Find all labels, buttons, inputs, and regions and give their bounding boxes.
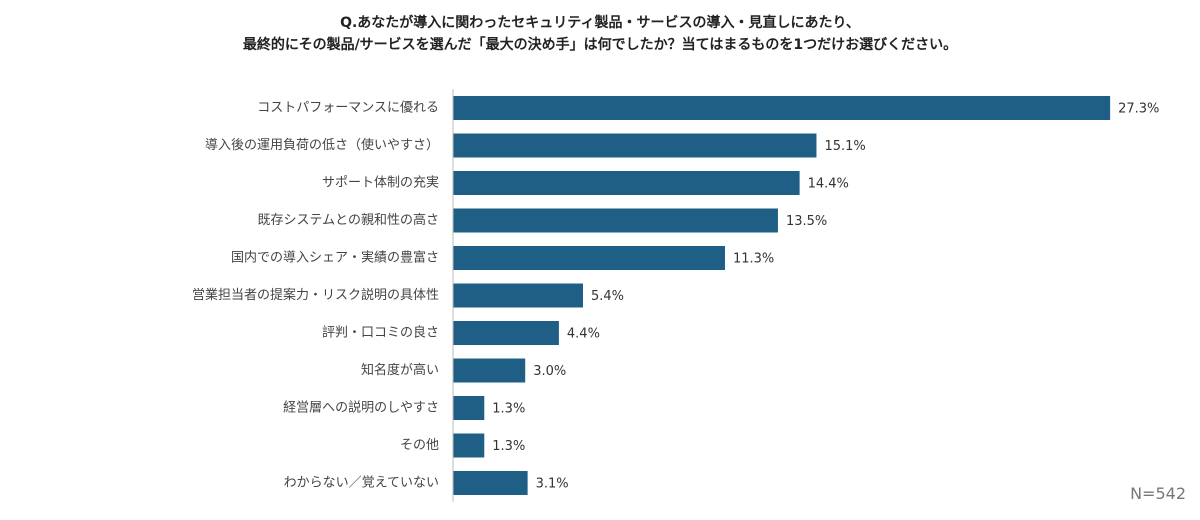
bar-7 — [453, 358, 526, 383]
bar-0 — [453, 96, 1111, 120]
chart-title-line-2: 最終的にその製品/サービスを選んだ「最大の決め手」は何でしたか？当てはまるものを… — [242, 37, 958, 53]
bar-1 — [453, 133, 817, 158]
bar-10 — [453, 471, 528, 495]
category-label-3: 既存システムとの親和性の高さ — [258, 212, 439, 228]
value-label-0: 27.3% — [1118, 102, 1159, 117]
value-label-1: 15.1% — [824, 139, 865, 154]
bar-3 — [453, 208, 778, 233]
value-label-7: 3.0% — [533, 364, 566, 379]
category-label-10: わからない／覚えていない — [284, 476, 439, 491]
bar-4 — [453, 246, 725, 270]
chart-title-line-1: Q.あなたが導入に関わったセキュリティ製品・サービスの導入・見直しにあたり、 — [340, 15, 860, 31]
category-label-6: 評判・口コミの良さ — [322, 325, 439, 341]
value-label-5: 5.4% — [591, 289, 624, 304]
bar-5 — [453, 283, 583, 308]
category-label-0: コストパフォーマンスに優れる — [257, 101, 439, 116]
bar-6 — [453, 321, 559, 345]
bar-8 — [453, 396, 485, 420]
value-label-8: 1.3% — [492, 402, 525, 417]
bar-2 — [453, 171, 800, 195]
category-label-1: 導入後の運用負荷の低さ（使いやすさ） — [205, 137, 439, 153]
value-label-10: 3.1% — [536, 477, 569, 492]
value-label-6: 4.4% — [567, 327, 600, 342]
value-label-2: 14.4% — [808, 177, 849, 192]
chart-title: Q.あなたが導入に関わったセキュリティ製品・サービスの導入・見直しにあたり、 最… — [0, 12, 1200, 56]
category-label-2: サポート体制の充実 — [322, 175, 439, 191]
category-label-9: その他 — [400, 438, 439, 453]
category-label-7: 知名度が高い — [361, 362, 439, 378]
category-label-5: 営業担当者の提案力・リスク説明の具体性 — [192, 287, 439, 303]
bars-layer — [453, 96, 1111, 495]
bar-9 — [453, 433, 485, 458]
category-label-4: 国内での導入シェア・実績の豊富さ — [231, 250, 439, 266]
category-label-8: 経営層への説明のしやすさ — [283, 400, 439, 416]
sample-size-label: N=542 — [1130, 484, 1186, 503]
value-label-3: 13.5% — [786, 214, 827, 229]
value-label-9: 1.3% — [492, 439, 525, 454]
value-label-4: 11.3% — [733, 252, 774, 267]
value-labels-layer: 27.3% 15.1% 14.4% 13.5% 11.3% 5.4% 4.4% 3.0% 1.3… — [492, 102, 1159, 492]
